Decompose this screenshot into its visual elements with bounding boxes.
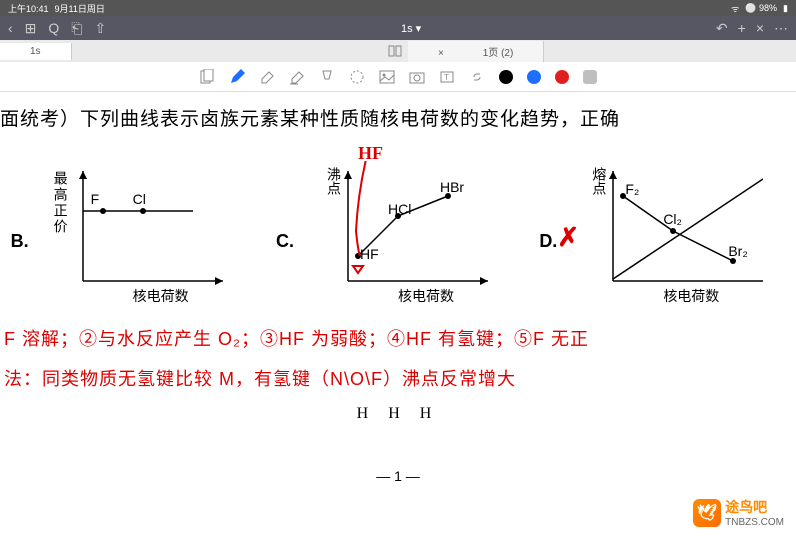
color-red[interactable]	[555, 70, 569, 84]
chart-b-yaxis: 最高正价	[51, 171, 71, 235]
pen-icon[interactable]	[229, 69, 245, 85]
color-black[interactable]	[499, 70, 513, 84]
chart-b-xaxis: 核电荷数	[133, 286, 189, 306]
image-icon[interactable]	[379, 69, 395, 85]
grid-icon[interactable]: ⊞	[25, 20, 37, 37]
chart-d-point-cl2: Cl₂	[663, 211, 682, 227]
chart-c-label: C.	[276, 231, 294, 252]
battery-percent: ⚪ 98%	[745, 3, 777, 14]
chart-b-point-cl: Cl	[133, 191, 146, 207]
back-icon[interactable]: ‹	[8, 20, 13, 36]
link-icon[interactable]	[469, 69, 485, 85]
chart-c-point-hbr: HBr	[440, 179, 464, 195]
highlighter-icon[interactable]	[319, 69, 335, 85]
chart-c-xaxis: 核电荷数	[398, 286, 454, 306]
chart-b: B. 最高正价 核电荷数 F Cl	[33, 161, 233, 311]
camera-icon[interactable]	[409, 69, 425, 85]
chart-b-point-f: F	[91, 191, 100, 207]
tab-right[interactable]: × 1页 (2)	[408, 41, 544, 62]
tab-left[interactable]: 1s	[0, 43, 72, 60]
nav-title[interactable]: 1s ▾	[118, 22, 704, 35]
share-icon[interactable]: ⇧	[95, 20, 107, 37]
page-number: — 1 —	[0, 468, 796, 484]
text-icon[interactable]: T	[439, 69, 455, 85]
status-time: 上午10:41	[8, 2, 49, 15]
eraser-icon[interactable]	[259, 69, 275, 85]
note-line-2: 法：同类物质无氢键比较 M，有氢键（N\O\F）沸点反常增大	[0, 365, 796, 391]
handwrite-h: H H H	[0, 405, 796, 423]
watermark-name: 途鸟吧	[725, 497, 784, 517]
chart-d: D. 熔点 核电荷数 F₂ Cl₂ Br₂ ✗	[563, 161, 763, 311]
chart-c-point-hf: HF	[360, 246, 379, 262]
chart-d-point-br2: Br₂	[728, 243, 747, 259]
split-icon[interactable]	[388, 44, 402, 58]
document-content[interactable]: 面统考）下列曲线表示卤族元素某种性质随核电荷数的变化趋势，正确 B. 最高正价 …	[0, 92, 796, 540]
battery-icon: ▮	[783, 3, 788, 14]
chart-c-point-hcl: HCl	[388, 201, 411, 217]
note-line-1: F 溶解；②与水反应产生 O₂；③HF 为弱酸；④HF 有氢键；⑤F 无正	[0, 325, 796, 351]
status-date: 9月11日周日	[55, 2, 105, 15]
watermark: 🕊 途鸟吧 TNBZS.COM	[693, 497, 784, 528]
status-bar: 上午10:41 9月11日周日 ᯤ ⚪ 98% ▮	[0, 0, 796, 16]
tabs-row: 1s × 1页 (2)	[0, 40, 796, 62]
search-icon[interactable]: Q	[48, 20, 59, 36]
question-text: 面统考）下列曲线表示卤族元素某种性质随核电荷数的变化趋势，正确	[0, 100, 796, 143]
chart-c-handwrite: HF	[358, 143, 383, 164]
eraser2-icon[interactable]	[289, 69, 305, 85]
lasso-icon[interactable]	[349, 69, 365, 85]
chart-d-label: D.	[539, 231, 557, 252]
color-gray[interactable]	[583, 70, 597, 84]
more-icon[interactable]: ⋯	[774, 20, 788, 37]
color-blue[interactable]	[527, 70, 541, 84]
chart-d-yaxis: 熔点	[589, 167, 609, 195]
chart-c: C. 沸点 核电荷数 HCl HBr HF HF	[298, 161, 498, 311]
tab-close-icon[interactable]: ×	[438, 48, 444, 59]
plus-icon[interactable]: +	[738, 20, 746, 37]
undo-icon[interactable]: ↶	[716, 20, 728, 37]
nav-bar: ‹ ⊞ Q ⎗ ⇧ 1s ▾ ↶ + × ⋯	[0, 16, 796, 40]
close-icon[interactable]: ×	[756, 20, 764, 37]
chart-b-label: B.	[11, 231, 29, 252]
bookmark-icon[interactable]: ⎗	[71, 20, 82, 37]
chart-c-yaxis: 沸点	[324, 167, 344, 195]
watermark-url: TNBZS.COM	[725, 517, 784, 528]
toolbar: T	[0, 62, 796, 92]
svg-text:T: T	[444, 73, 449, 82]
chart-d-point-f2: F₂	[625, 181, 639, 197]
chart-d-cross: ✗	[557, 223, 579, 253]
page-tool-icon[interactable]	[199, 69, 215, 85]
charts-row: B. 最高正价 核电荷数 F Cl C.	[0, 161, 796, 311]
wifi-icon: ᯤ	[731, 2, 739, 15]
watermark-logo-icon: 🕊	[693, 499, 721, 527]
chart-d-xaxis: 核电荷数	[663, 286, 719, 306]
tab-right-label: 1页 (2)	[483, 48, 514, 59]
